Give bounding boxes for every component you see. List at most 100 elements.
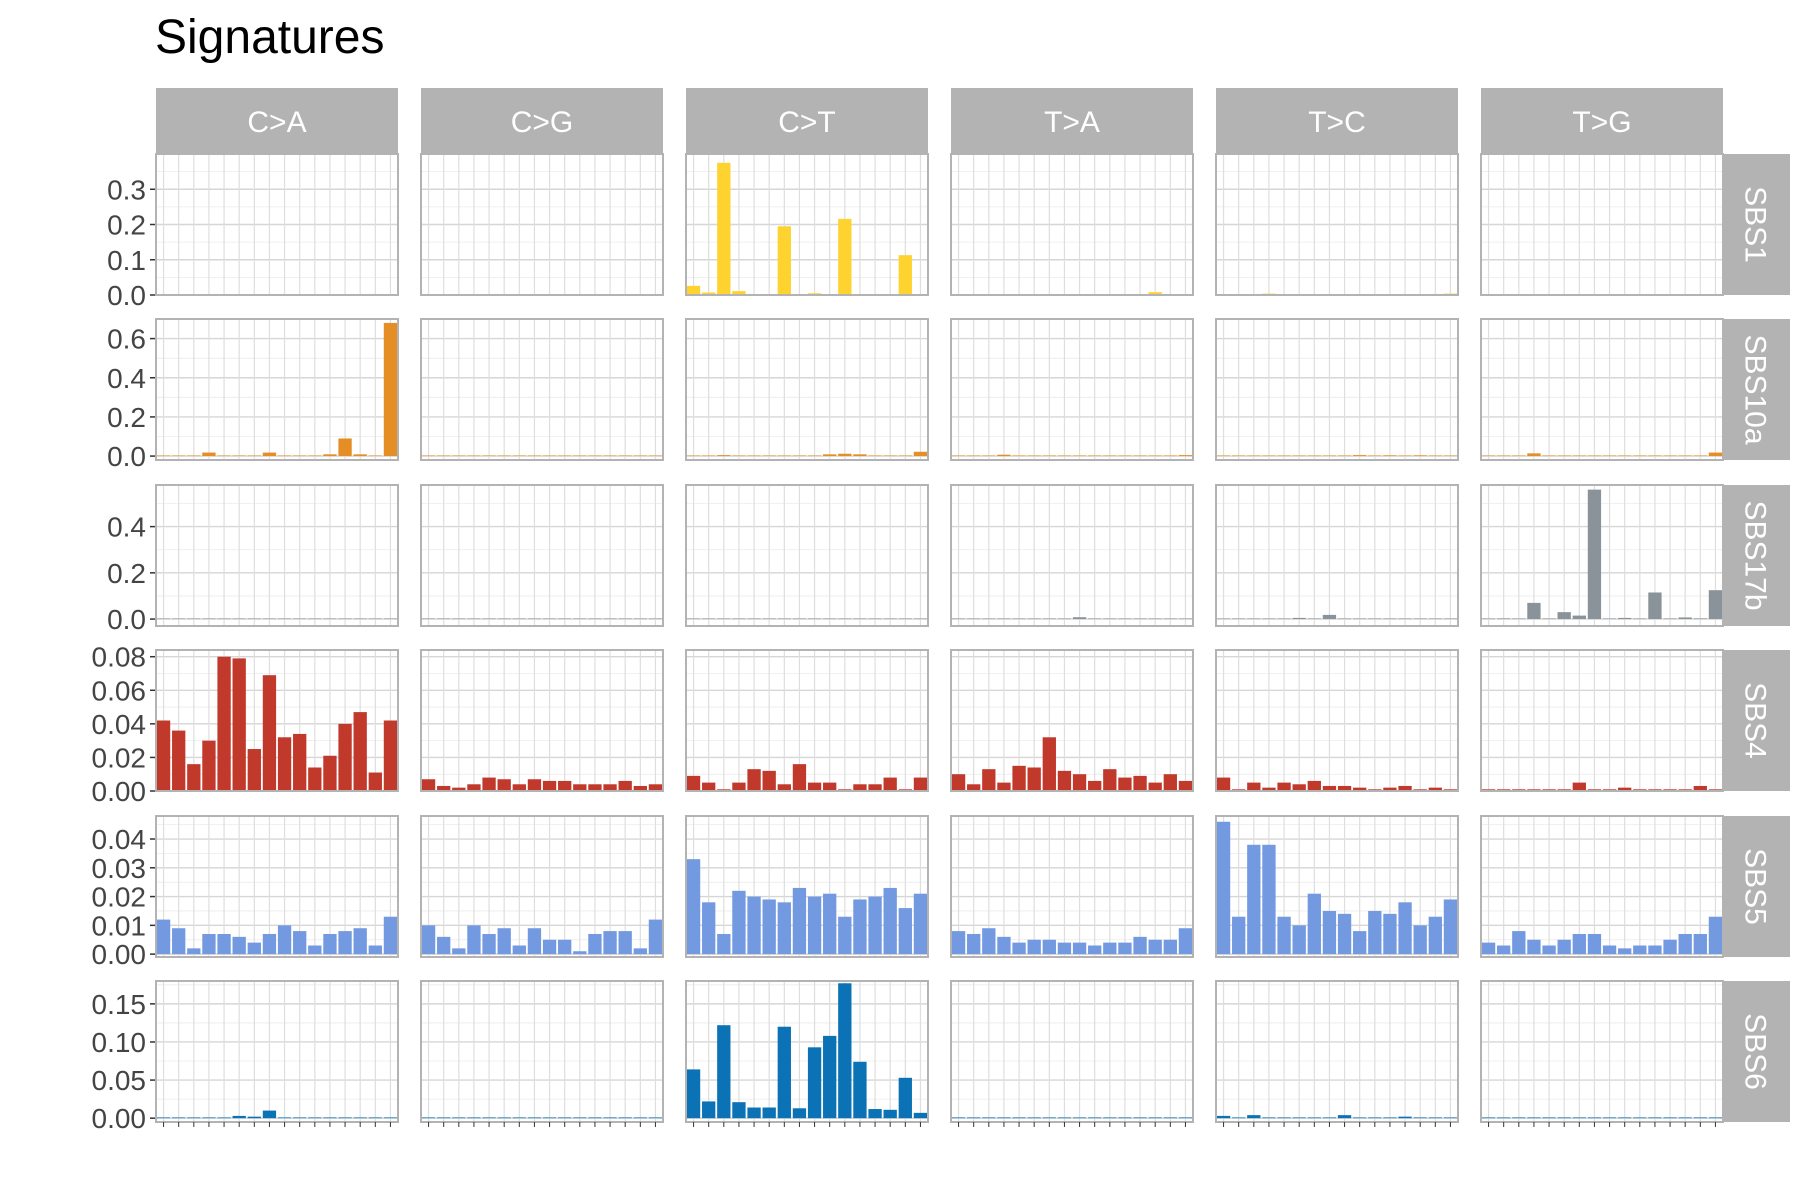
bar — [1353, 618, 1367, 620]
bar — [202, 452, 216, 457]
bar — [1618, 948, 1632, 955]
bar — [437, 936, 451, 955]
bar — [293, 618, 307, 620]
bar — [1337, 618, 1352, 620]
bar — [1163, 939, 1177, 955]
bar — [1292, 617, 1306, 620]
bar — [853, 618, 867, 620]
panel-background — [1481, 650, 1723, 791]
bar — [823, 782, 837, 791]
bar — [1353, 455, 1367, 457]
bar — [323, 933, 337, 955]
bar — [1072, 617, 1087, 620]
bar — [232, 618, 246, 620]
bar — [732, 1102, 746, 1119]
bar — [838, 916, 852, 955]
panel-background — [421, 650, 663, 791]
y-tick-label: 0.15 — [92, 989, 147, 1020]
bar — [187, 948, 201, 955]
bar — [156, 720, 171, 791]
bar — [1587, 933, 1602, 955]
bar — [1163, 455, 1177, 457]
bar — [1216, 1115, 1231, 1119]
bar — [883, 455, 897, 457]
bar — [777, 902, 791, 955]
y-tick-label: 0.06 — [92, 675, 147, 706]
bar — [1337, 455, 1352, 457]
bar — [1292, 455, 1306, 457]
bar — [467, 618, 481, 620]
bar — [1648, 945, 1662, 955]
bar — [1353, 1117, 1367, 1119]
bar — [437, 618, 451, 620]
panel-border — [420, 153, 664, 296]
y-tick-label: 0.02 — [92, 882, 147, 913]
bar — [1648, 455, 1662, 457]
bar — [1693, 933, 1707, 955]
panel-border — [950, 318, 1194, 461]
bar — [1542, 618, 1556, 620]
row-strip-label: SBS5 — [1739, 848, 1772, 925]
y-tick-label: 0.3 — [107, 174, 146, 205]
bar — [792, 1108, 807, 1119]
bar — [187, 1117, 201, 1119]
bar — [293, 733, 307, 791]
bar — [1481, 1117, 1496, 1119]
bar — [1497, 1117, 1511, 1119]
panel-border — [685, 153, 929, 296]
bar — [558, 1117, 572, 1119]
bar — [421, 455, 436, 457]
bar — [277, 737, 292, 791]
bar — [777, 226, 791, 295]
panel-border — [155, 815, 399, 958]
panel-border — [685, 649, 929, 792]
bar — [1398, 785, 1412, 791]
bar — [951, 618, 966, 620]
bar — [762, 770, 776, 791]
bar — [293, 455, 307, 457]
bar — [1292, 784, 1306, 791]
bar — [353, 1117, 367, 1119]
bar — [1693, 785, 1707, 791]
bar — [217, 933, 231, 955]
bar — [1118, 942, 1132, 955]
y-tick-label: 0.0 — [107, 441, 146, 472]
bar — [1322, 614, 1337, 620]
bar — [1527, 939, 1541, 955]
bar — [633, 948, 647, 955]
bar — [777, 784, 791, 791]
bar — [383, 322, 398, 457]
panel-background — [1216, 319, 1458, 460]
bar — [421, 779, 436, 791]
bar — [1012, 618, 1026, 620]
bar — [997, 1117, 1011, 1119]
bar — [1678, 455, 1692, 457]
bar — [1663, 1117, 1677, 1119]
bar — [1693, 455, 1707, 457]
panel-border — [1480, 980, 1724, 1123]
bar — [558, 618, 572, 620]
bar — [1633, 1117, 1647, 1119]
bar — [1133, 618, 1147, 620]
row-strip — [1723, 154, 1790, 295]
y-tick-label: 0.4 — [107, 363, 146, 394]
bar — [1542, 945, 1556, 955]
bar — [1527, 602, 1541, 620]
bar — [1103, 1117, 1117, 1119]
bar — [997, 454, 1011, 457]
bar — [1708, 1117, 1723, 1119]
bar — [762, 1107, 776, 1119]
bar — [247, 1116, 261, 1119]
bar — [732, 291, 746, 295]
bar — [527, 618, 542, 620]
bar — [633, 785, 647, 791]
bar — [853, 1061, 867, 1119]
bar — [807, 1047, 822, 1119]
bar — [338, 723, 352, 791]
bar — [982, 455, 996, 457]
column-strip-label: C>T — [778, 106, 836, 139]
bar — [1648, 592, 1662, 620]
bar — [588, 618, 602, 620]
panel-background — [1216, 485, 1458, 626]
bar — [868, 784, 882, 791]
